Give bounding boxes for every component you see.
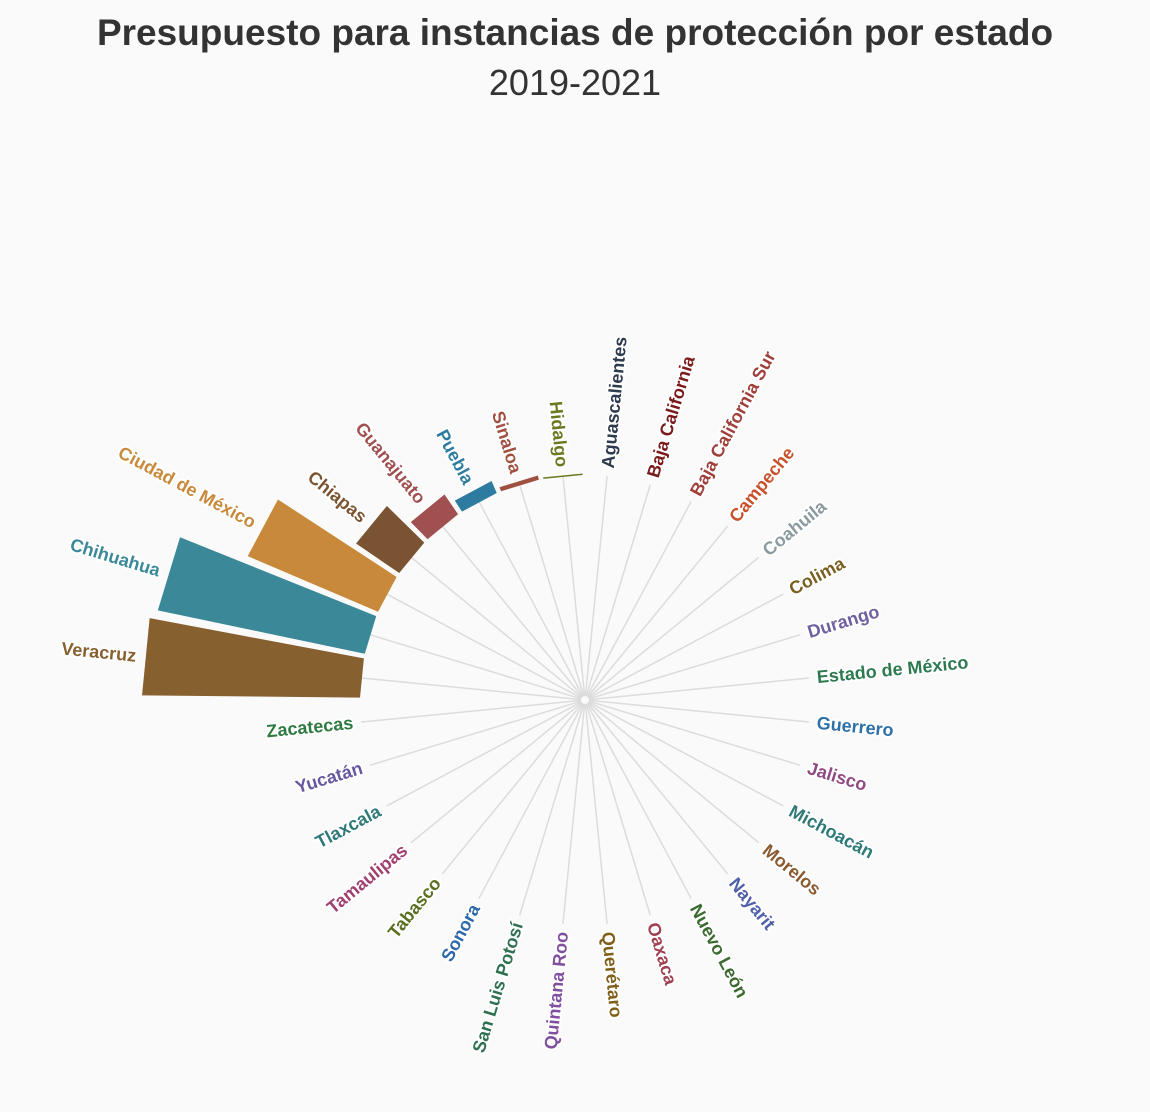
grid-line bbox=[478, 501, 584, 697]
category-label: Durango bbox=[805, 601, 882, 642]
category-label: Oaxaca bbox=[643, 920, 681, 988]
grid-line bbox=[588, 593, 784, 699]
category-label: Hidalgo bbox=[546, 400, 572, 468]
grid-line bbox=[587, 556, 760, 699]
category-label: Nayarit bbox=[725, 874, 779, 934]
chart-subtitle: 2019-2021 bbox=[488, 62, 662, 103]
grid-line bbox=[369, 633, 582, 700]
bar-veracruz bbox=[142, 618, 364, 698]
category-label: Zacatecas bbox=[265, 713, 354, 741]
category-label: Puebla bbox=[432, 426, 478, 488]
category-label: Jalisco bbox=[805, 758, 869, 795]
category-label: Michoacán bbox=[786, 801, 877, 862]
grid-line bbox=[386, 701, 582, 807]
grid-line bbox=[562, 476, 586, 697]
grid-line bbox=[361, 677, 582, 701]
category-label: Guerrero bbox=[816, 713, 895, 740]
bar-sinaloa bbox=[499, 475, 539, 492]
category-label: Chiapas bbox=[304, 467, 371, 527]
grid-line bbox=[586, 702, 729, 875]
grid-line bbox=[584, 703, 608, 924]
category-label: Quintana Roo bbox=[541, 931, 572, 1050]
grid-line bbox=[369, 700, 582, 767]
grid-line bbox=[585, 484, 652, 697]
category-label: Tabasco bbox=[384, 874, 445, 942]
grid-line bbox=[586, 703, 692, 899]
grid-line bbox=[586, 501, 692, 697]
grid-line bbox=[441, 702, 584, 875]
grid-line bbox=[585, 703, 652, 916]
grid-line bbox=[588, 633, 801, 700]
grid-line bbox=[361, 699, 582, 723]
bar-guanajuato bbox=[410, 494, 459, 540]
grid-line bbox=[410, 701, 583, 844]
category-label: Sonora bbox=[437, 900, 484, 965]
category-label: Yucatán bbox=[293, 758, 365, 797]
category-label: Tlaxcala bbox=[312, 801, 385, 853]
category-label: Chihuahua bbox=[68, 534, 164, 580]
grid-line bbox=[588, 677, 809, 701]
category-label: Baja California bbox=[643, 353, 699, 480]
category-label: Guanajuato bbox=[351, 418, 429, 507]
grid-line bbox=[441, 525, 584, 698]
grid-line bbox=[386, 593, 582, 699]
grid-line bbox=[588, 700, 801, 767]
category-label: Colima bbox=[786, 553, 849, 599]
category-label: Veracruz bbox=[60, 638, 137, 665]
category-label: Morelos bbox=[759, 840, 825, 899]
bar-chihuahua bbox=[157, 537, 377, 654]
grid-line bbox=[562, 703, 586, 924]
category-label: Querétaro bbox=[598, 931, 626, 1019]
grid-line bbox=[588, 699, 809, 723]
category-label: Campeche bbox=[725, 443, 798, 526]
bar-puebla bbox=[454, 481, 497, 512]
category-label: Sinaloa bbox=[488, 409, 526, 477]
grid-line bbox=[478, 703, 584, 899]
category-label: Estado de México bbox=[816, 652, 969, 687]
grid-line bbox=[586, 525, 729, 698]
category-label: San Luis Potosí bbox=[469, 919, 528, 1055]
grid-line bbox=[587, 701, 760, 844]
grid-line bbox=[588, 701, 784, 807]
bar-hidalgo bbox=[543, 473, 583, 479]
category-label: Ciudad de México bbox=[115, 442, 259, 532]
grid-line bbox=[518, 484, 585, 697]
category-label: Aguascalientes bbox=[598, 336, 631, 469]
category-label: Coahuila bbox=[759, 496, 831, 560]
category-label: Nuevo León bbox=[686, 901, 752, 1001]
bar-ciudad-de-méxico bbox=[247, 499, 397, 612]
grid-line bbox=[410, 556, 583, 699]
grid-line bbox=[518, 703, 585, 916]
chart-title: Presupuesto para instancias de protecció… bbox=[96, 12, 1054, 53]
grid-line bbox=[584, 476, 608, 697]
bar-chiapas bbox=[356, 505, 425, 574]
category-label: Tamaulipas bbox=[323, 840, 411, 917]
